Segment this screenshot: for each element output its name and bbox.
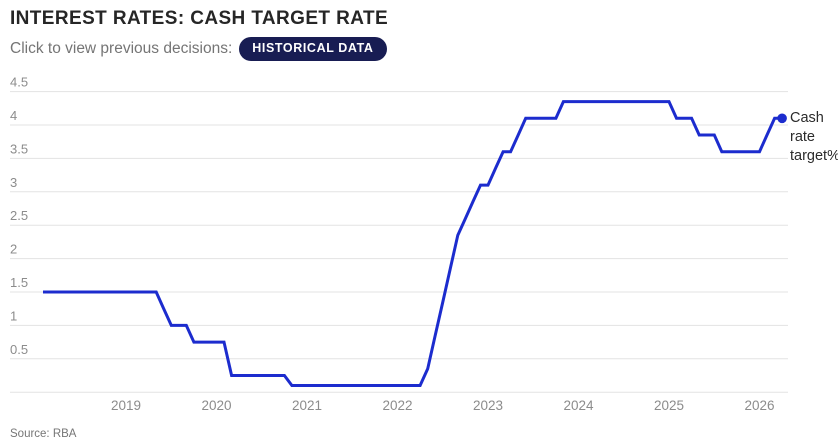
y-tick-label: 0.5 [10,342,28,357]
series-end-label: Cash rate target% [790,110,838,164]
x-tick-label: 2021 [292,398,322,413]
y-tick-label: 4.5 [10,75,28,90]
x-tick-label: 2019 [111,398,141,413]
historical-data-button[interactable]: HISTORICAL DATA [239,37,387,61]
subtitle-text: Click to view previous decisions: [10,40,233,57]
chart-title: INTEREST RATES: CASH TARGET RATE [10,8,389,29]
cash-rate-line [43,100,783,387]
y-tick-label: 3.5 [10,141,28,156]
x-tick-label: 2024 [563,398,594,413]
x-tick-label: 2023 [473,398,503,413]
x-tick-label: 2026 [744,398,774,413]
subtitle-row: Click to view previous decisions: HISTOR… [10,37,387,61]
y-tick-label: 3 [10,175,17,190]
x-tick-label: 2022 [382,398,412,413]
series-end-dot [777,113,787,124]
source-note: Source: RBA [10,428,77,440]
y-tick-label: 2 [10,242,17,257]
x-tick-label: 2025 [654,398,684,413]
y-tick-label: 1 [10,308,17,323]
y-tick-label: 2.5 [10,208,28,223]
x-tick-label: 2020 [201,398,231,413]
y-tick-label: 4 [10,108,17,123]
y-tick-label: 1.5 [10,275,28,290]
